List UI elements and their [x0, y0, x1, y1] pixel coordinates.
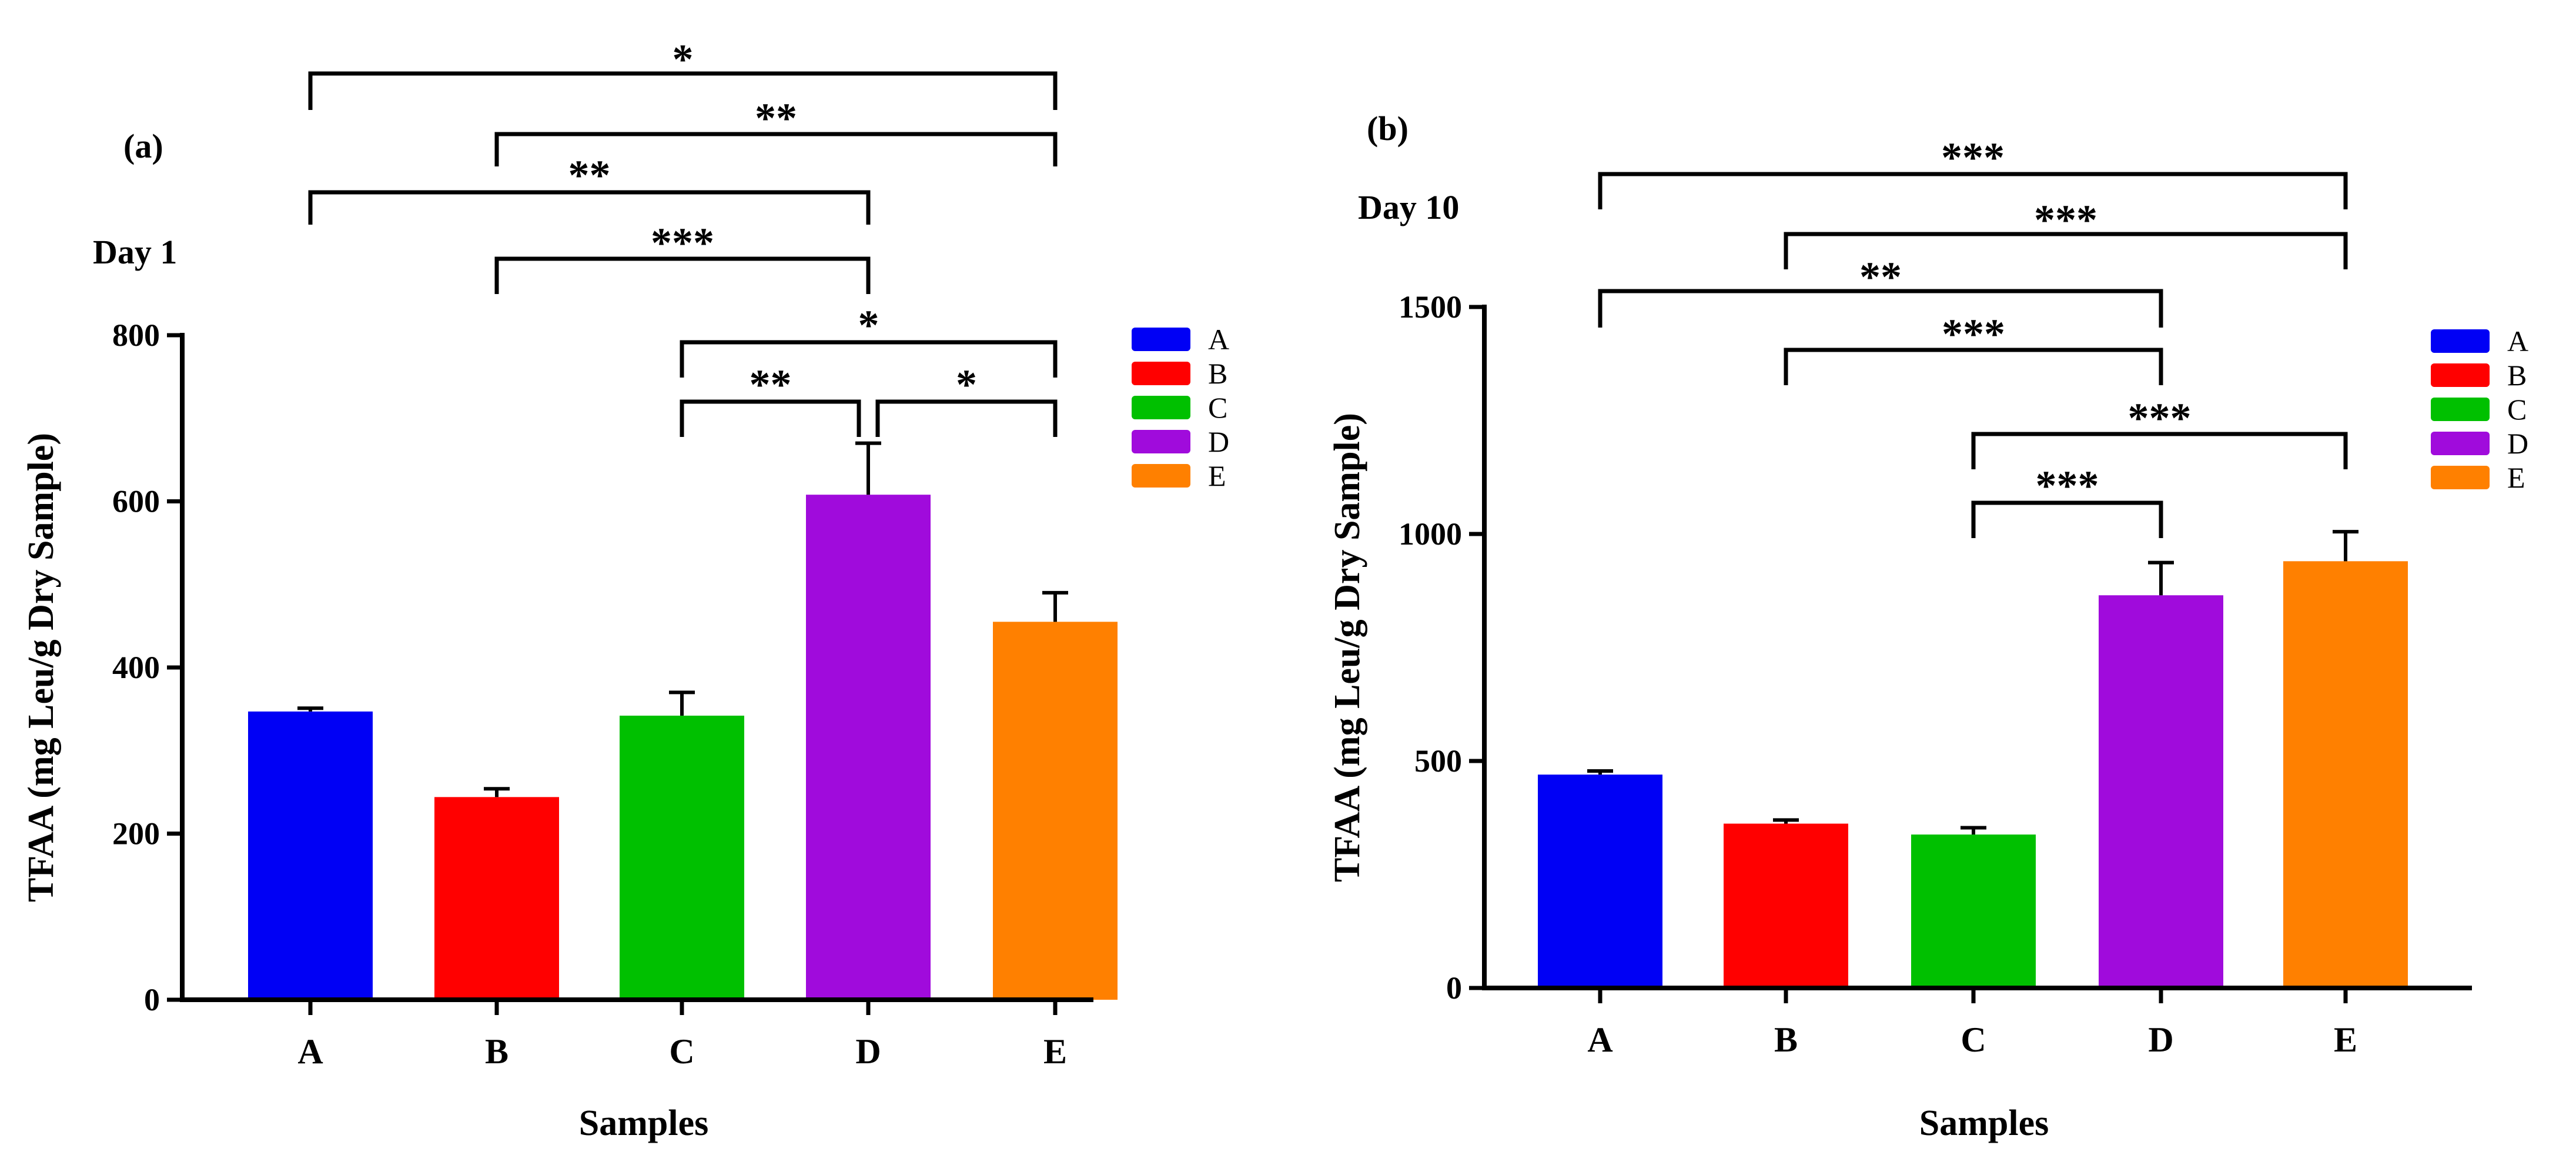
y-axis-label: TFAA (mg Leu/g Dry Sample): [21, 433, 61, 902]
legend-swatch: [1132, 464, 1190, 488]
legend-label: A: [2507, 325, 2528, 358]
y-tick-label: 800: [112, 318, 160, 353]
y-tick-label: 200: [112, 816, 160, 852]
y-tick-label: 0: [1446, 970, 1462, 1006]
legend-label: D: [1208, 425, 1229, 458]
significance-label: *: [956, 361, 977, 408]
legend-label: E: [2507, 461, 2525, 494]
bar-A: [1538, 775, 1662, 988]
x-axis-label: Samples: [579, 1103, 708, 1143]
x-tick-label: E: [2334, 1020, 2357, 1059]
legend-swatch: [2431, 398, 2490, 421]
significance-bracket: [1598, 289, 2163, 328]
legend-label: C: [1208, 391, 1227, 424]
x-tick-label: D: [2148, 1020, 2173, 1059]
x-axis-label: Samples: [1919, 1103, 2049, 1143]
y-tick-label: 1500: [1399, 289, 1462, 325]
y-tick-label: 400: [112, 650, 160, 685]
significance-label: ***: [1941, 134, 2005, 181]
legend-label: A: [1208, 323, 1229, 356]
panel-label: (a): [123, 127, 163, 165]
significance-label: ***: [651, 219, 714, 266]
legend-label: C: [2507, 393, 2527, 426]
panel-label: (b): [1367, 109, 1409, 148]
significance-label: ***: [2036, 462, 2099, 509]
significance-label: *: [673, 36, 694, 83]
x-tick-label: A: [1587, 1020, 1612, 1059]
significance-bracket: [308, 190, 871, 225]
significance-label: **: [750, 361, 792, 408]
x-tick-label: B: [485, 1032, 508, 1071]
significance-bracket: [680, 340, 1058, 378]
legend-swatch: [1132, 430, 1190, 453]
significance-label: *: [858, 302, 879, 349]
significance-label: ***: [2128, 395, 2192, 442]
legend-swatch: [1132, 362, 1190, 385]
legend-swatch: [2431, 432, 2490, 455]
bar-C: [620, 715, 744, 1000]
day-label: Day 1: [93, 233, 177, 271]
x-tick-label: A: [297, 1032, 323, 1071]
legend-label: B: [2507, 359, 2527, 392]
significance-label: ***: [1942, 311, 2005, 358]
x-tick-label: C: [1961, 1020, 1986, 1059]
significance-bracket: [1784, 348, 2163, 385]
y-tick-label: 1000: [1399, 516, 1462, 552]
legend-label: E: [1208, 459, 1226, 492]
significance-bracket: [494, 256, 871, 294]
x-tick-label: E: [1043, 1032, 1067, 1071]
bar-D: [2099, 595, 2223, 988]
legend-swatch: [2431, 363, 2490, 387]
bar-A: [248, 711, 373, 1000]
significance-bracket: [308, 71, 1058, 110]
significance-bracket: [680, 399, 861, 437]
y-tick-label: 500: [1414, 743, 1462, 779]
significance-bracket: [1971, 500, 2163, 538]
significance-bracket: [1971, 432, 2348, 469]
bar-E: [2283, 561, 2408, 988]
x-tick-label: B: [1774, 1020, 1798, 1059]
significance-bracket: [1598, 172, 2348, 209]
significance-label: **: [1859, 253, 1902, 301]
significance-label: **: [568, 152, 611, 199]
x-tick-label: C: [669, 1032, 694, 1071]
bar-C: [1911, 834, 2036, 988]
significance-label: ***: [2034, 196, 2097, 243]
bar-B: [434, 797, 559, 1000]
legend-swatch: [1132, 396, 1190, 419]
significance-bracket: [875, 399, 1058, 437]
legend-swatch: [1132, 328, 1190, 351]
bar-E: [993, 622, 1118, 1000]
day-label: Day 10: [1358, 188, 1459, 226]
legend-swatch: [2431, 329, 2490, 353]
legend-label: D: [2507, 427, 2528, 460]
bar-B: [1724, 823, 1848, 988]
y-tick-label: 600: [112, 484, 160, 519]
significance-bracket: [494, 132, 1058, 166]
legend-label: B: [1208, 357, 1227, 390]
bar-D: [806, 495, 931, 1000]
y-tick-label: 0: [144, 982, 160, 1017]
x-tick-label: D: [855, 1032, 881, 1071]
legend-swatch: [2431, 466, 2490, 489]
significance-bracket: [1784, 232, 2348, 269]
significance-label: **: [755, 95, 797, 142]
y-axis-label: TFAA (mg Leu/g Dry Sample): [1327, 413, 1367, 882]
